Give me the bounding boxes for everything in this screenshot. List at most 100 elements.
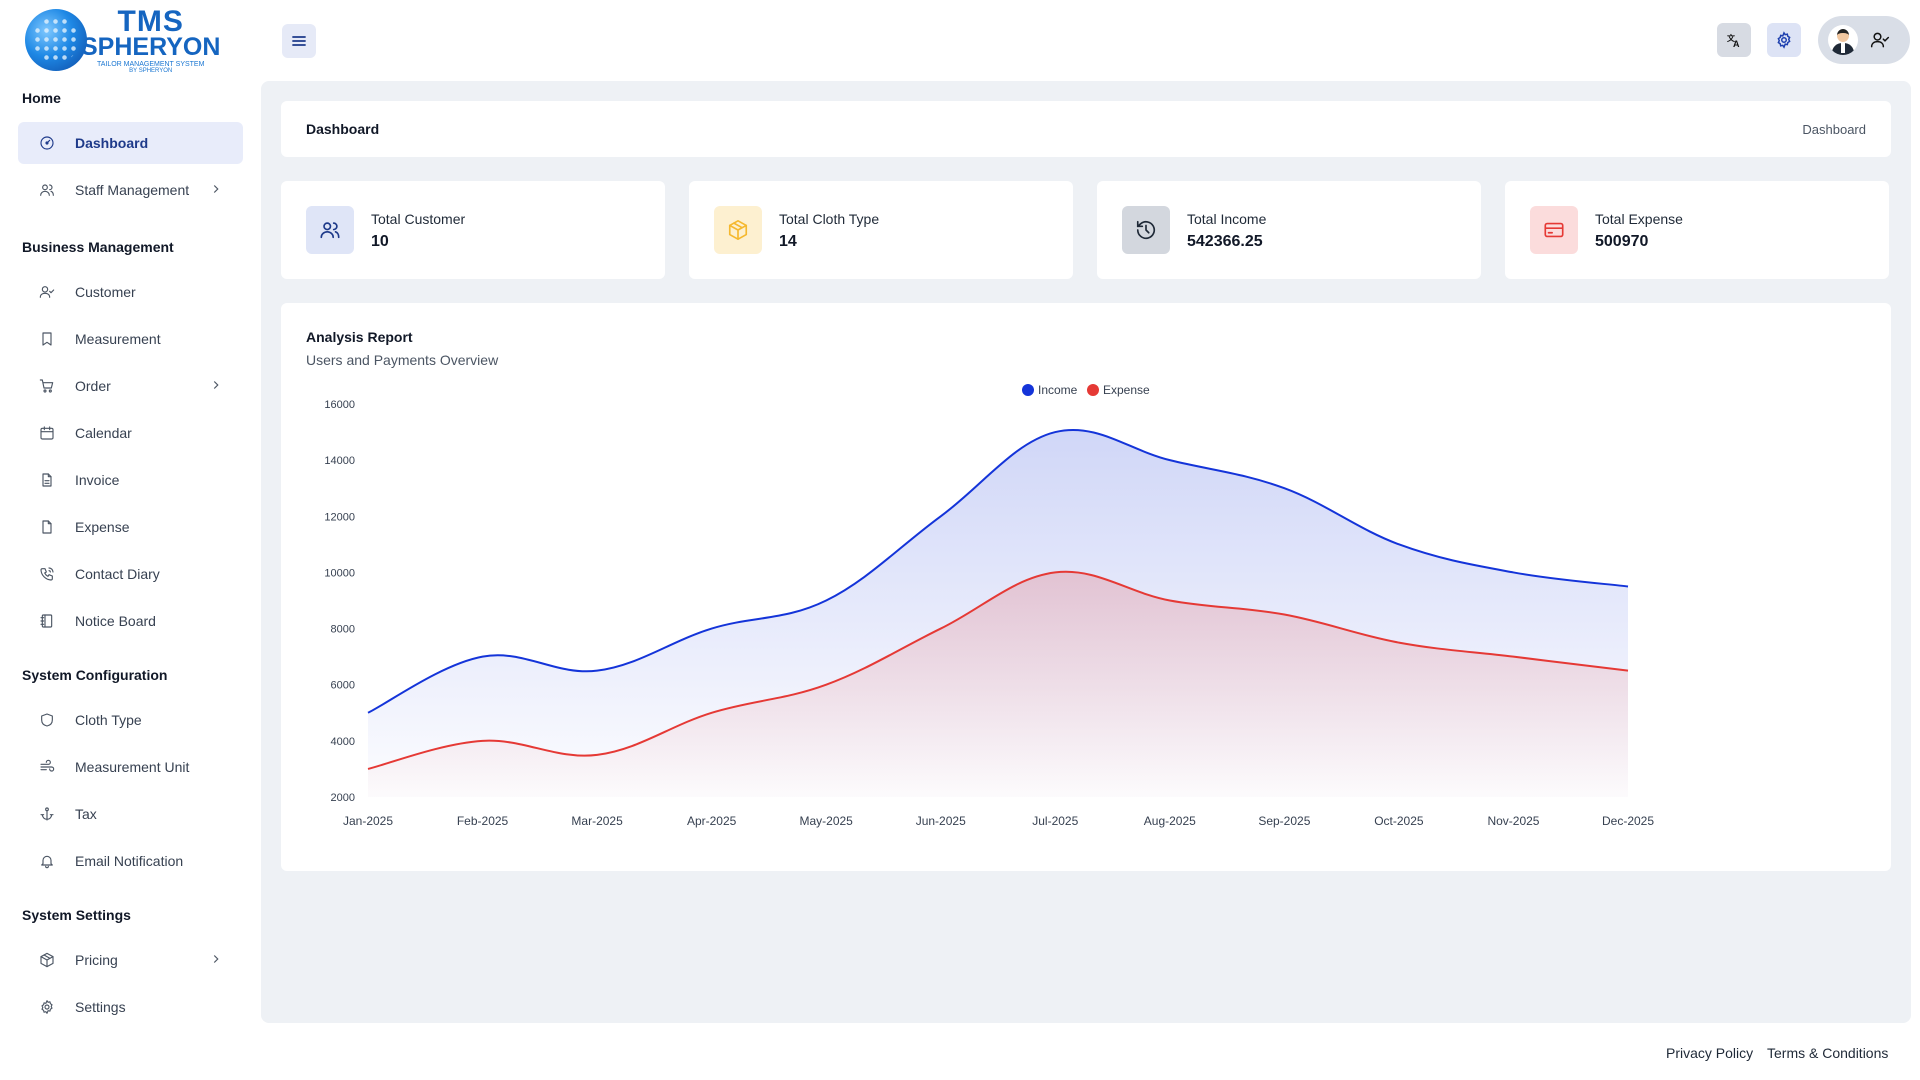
sidebar-item-label: Settings [75,999,126,1015]
sidebar-item-invoice[interactable]: Invoice [18,459,243,501]
page-title: Dashboard [306,121,380,137]
stat-label: Total Cloth Type [779,211,880,227]
hamburger-icon [292,36,306,46]
privacy-policy-link[interactable]: Privacy Policy [1666,1045,1754,1061]
y-tick-label: 16000 [324,399,355,411]
y-tick-label: 14000 [324,455,355,467]
nav-section-title: System Configuration [22,667,168,683]
sidebar-item-label: Customer [75,284,136,300]
calendar-icon [38,424,56,442]
sidebar: TMS SPHERYON TAILOR MANAGEMENT SYSTEM BY… [0,0,260,1080]
sidebar-item-label: Dashboard [75,135,149,151]
sidebar-item-label: Measurement Unit [75,759,190,775]
sidebar-item-staff-management[interactable]: Staff Management [18,169,243,211]
y-tick-label: 8000 [331,624,355,636]
svg-text:文: 文 [1727,33,1736,43]
gear-icon [1777,31,1791,49]
gear-icon [38,998,56,1016]
series-line-income [367,428,1629,714]
file-icon [38,518,56,536]
app-logo[interactable]: TMS SPHERYON TAILOR MANAGEMENT SYSTEM BY… [25,4,225,74]
stat-label: Total Expense [1595,211,1683,227]
gauge-icon [38,134,56,152]
user-check-icon [38,283,56,301]
stat-card-total-cloth-type: Total Cloth Type 14 [689,181,1073,279]
package-icon [38,951,56,969]
sidebar-item-cloth-type[interactable]: Cloth Type [18,699,243,741]
analysis-report-card: Analysis Report Users and Payments Overv… [281,303,1891,871]
sidebar-item-measurement[interactable]: Measurement [18,318,243,360]
stat-card-total-income: Total Income 542366.25 [1097,181,1481,279]
sidebar-item-notice-board[interactable]: Notice Board [18,600,243,642]
y-tick-label: 4000 [331,736,355,748]
sidebar-item-email-notification[interactable]: Email Notification [18,840,243,882]
notebook-icon [38,612,56,630]
sidebar-item-label: Pricing [75,952,118,968]
x-tick-label: May-2025 [799,814,853,828]
legend-marker-expense [1087,384,1099,396]
stat-value: 10 [371,233,389,250]
sidebar-item-dashboard[interactable]: Dashboard [18,122,243,164]
breadcrumb-current[interactable]: Dashboard [1802,122,1866,137]
legend-label-income: Income [1038,383,1078,397]
cart-icon [38,377,56,395]
breadcrumb: Dashboard Dashboard [281,101,1891,157]
sidebar-item-settings[interactable]: Settings [18,986,243,1028]
logo-by: BY SPHERYON [129,67,173,74]
credit-card-icon [1530,206,1578,254]
history-icon [1122,206,1170,254]
nav-section-title: Home [22,90,61,106]
legend-marker-income [1022,384,1034,396]
logo-line2: SPHERYON [81,32,221,61]
phone-icon [38,565,56,583]
logo-tagline: TAILOR MANAGEMENT SYSTEM [96,60,205,68]
sidebar-item-tax[interactable]: Tax [18,793,243,835]
stat-card-total-expense: Total Expense 500970 [1505,181,1889,279]
stat-label: Total Income [1187,211,1267,227]
menu-toggle-button[interactable] [282,24,316,58]
chevron-right-icon [213,381,219,389]
sidebar-item-calendar[interactable]: Calendar [18,412,243,454]
terms-link[interactable]: Terms & Conditions [1767,1045,1889,1061]
stat-label: Total Customer [371,211,466,227]
language-button[interactable]: 文 A [1717,23,1751,57]
user-menu[interactable] [1818,16,1910,64]
x-tick-label: Jan-2025 [343,814,393,828]
sidebar-item-label: Invoice [75,472,120,488]
stat-value: 542366.25 [1187,233,1263,250]
package-icon [714,206,762,254]
chevron-right-icon [213,955,219,963]
main-content: Dashboard Dashboard Total Customer 10 To… [261,81,1911,1023]
sidebar-item-label: Calendar [75,425,132,441]
stat-card-total-customer: Total Customer 10 [281,181,665,279]
avatar [1828,25,1858,55]
series-line-expense [367,570,1629,770]
anchor-icon [38,805,56,823]
y-tick-label: 6000 [331,680,355,692]
stat-value: 500970 [1595,233,1649,250]
sidebar-item-order[interactable]: Order [18,365,243,407]
users-icon [38,181,56,199]
sidebar-item-contact-diary[interactable]: Contact Diary [18,553,243,595]
wind-icon [38,758,56,776]
x-tick-label: Aug-2025 [1144,814,1196,828]
legend-label-expense: Expense [1103,383,1150,397]
x-tick-label: Mar-2025 [571,814,623,828]
sidebar-item-label: Notice Board [75,613,156,629]
stat-value: 14 [779,233,797,250]
chart-subtitle: Users and Payments Overview [306,352,499,368]
analysis-chart: 2000 4000 6000 8000 10000 12000 14000 16000 Jan-… [324,383,1654,828]
x-tick-label: Sep-2025 [1258,814,1310,828]
sidebar-item-expense[interactable]: Expense [18,506,243,548]
x-tick-label: Jun-2025 [916,814,966,828]
chevron-right-icon [213,185,219,193]
sidebar-item-label: Expense [75,519,130,535]
sidebar-item-customer[interactable]: Customer [18,271,243,313]
sidebar-item-measurement-unit[interactable]: Measurement Unit [18,746,243,788]
settings-button[interactable] [1767,23,1801,57]
x-tick-label: Jul-2025 [1032,814,1078,828]
x-tick-label: Feb-2025 [457,814,509,828]
sidebar-item-pricing[interactable]: Pricing [18,939,243,981]
logo-line1: TMS [117,4,184,38]
nav-section-title: System Settings [22,907,131,923]
